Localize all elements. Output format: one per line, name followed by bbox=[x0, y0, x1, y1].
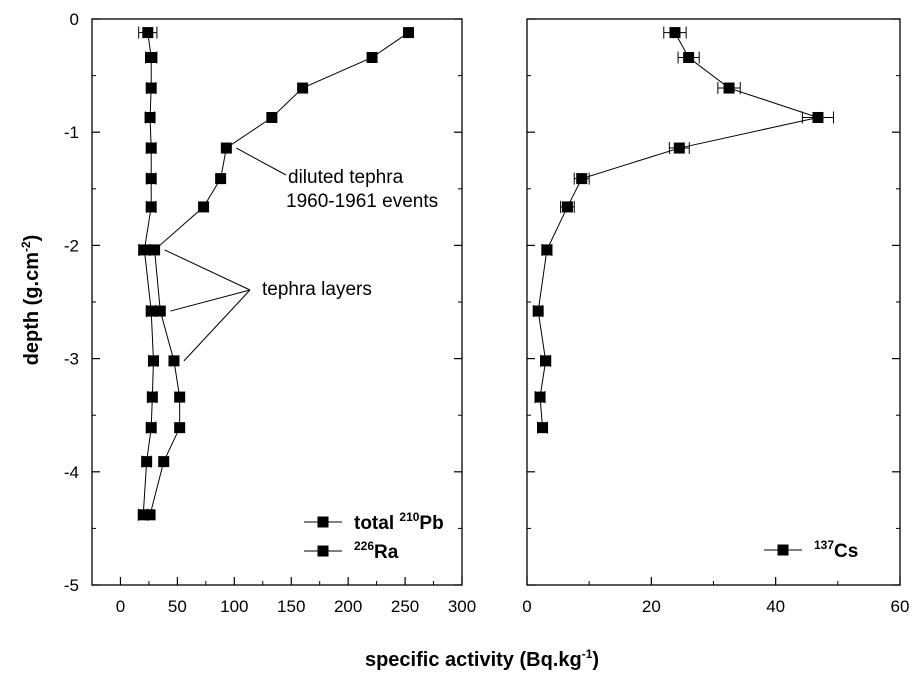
data-point bbox=[174, 391, 186, 403]
legend-marker bbox=[317, 545, 329, 557]
data-point bbox=[540, 355, 552, 367]
legend-marker bbox=[777, 544, 789, 556]
x-tick-label: 100 bbox=[220, 597, 248, 616]
data-point bbox=[576, 173, 588, 185]
data-point bbox=[145, 422, 157, 434]
data-point bbox=[669, 27, 681, 39]
x-tick-label: 50 bbox=[168, 597, 187, 616]
data-point bbox=[537, 422, 549, 434]
y-tick-label: 0 bbox=[70, 10, 79, 29]
annotation-leader bbox=[183, 289, 251, 362]
legend-marker bbox=[317, 516, 329, 528]
x-tick-label: 0 bbox=[522, 597, 531, 616]
annotation-text: 1960-1961 events bbox=[286, 191, 438, 212]
x-tick-label: 250 bbox=[391, 597, 419, 616]
data-point bbox=[366, 51, 378, 63]
data-point bbox=[145, 201, 157, 213]
data-point bbox=[534, 391, 546, 403]
data-point bbox=[145, 173, 157, 185]
y-tick-label: -3 bbox=[64, 350, 79, 369]
data-point bbox=[138, 244, 150, 256]
right-plot-frame bbox=[526, 18, 901, 586]
data-point bbox=[532, 305, 544, 317]
data-point bbox=[723, 82, 735, 94]
data-point bbox=[145, 82, 157, 94]
data-point bbox=[215, 173, 227, 185]
data-point bbox=[158, 456, 170, 468]
annotation-text: diluted tephra bbox=[288, 167, 404, 188]
x-tick-label: 40 bbox=[766, 597, 785, 616]
y-tick-label: -1 bbox=[64, 123, 79, 142]
data-point bbox=[145, 305, 157, 317]
data-point bbox=[147, 355, 159, 367]
data-point bbox=[220, 142, 232, 154]
x-tick-label: 200 bbox=[334, 597, 362, 616]
data-point bbox=[142, 27, 154, 39]
series-line bbox=[142, 32, 154, 515]
data-point bbox=[149, 244, 161, 256]
data-point bbox=[198, 201, 210, 213]
data-point bbox=[145, 51, 157, 63]
y-tick-label: -5 bbox=[64, 576, 79, 595]
data-point bbox=[146, 391, 158, 403]
x-axis-title: specific activity (Bq.kg-1) bbox=[365, 647, 599, 671]
data-point bbox=[168, 355, 180, 367]
y-axis-title: depth (g.cm-2) bbox=[19, 235, 43, 366]
legend-label: 137Cs bbox=[814, 538, 858, 562]
annotation-leader bbox=[164, 249, 251, 291]
data-point bbox=[402, 27, 414, 39]
y-tick-label: -2 bbox=[64, 236, 79, 255]
annotation-leader bbox=[170, 289, 251, 312]
data-point bbox=[141, 456, 153, 468]
annotation-text: tephra layers bbox=[262, 279, 372, 300]
x-tick-label: 60 bbox=[891, 597, 910, 616]
series-line bbox=[537, 32, 820, 428]
data-point bbox=[297, 82, 309, 94]
annotation-leader bbox=[236, 147, 287, 176]
x-tick-label: 150 bbox=[277, 597, 305, 616]
data-point bbox=[174, 422, 186, 434]
data-point bbox=[561, 201, 573, 213]
data-point bbox=[812, 111, 824, 123]
data-point bbox=[144, 509, 156, 521]
data-point bbox=[154, 305, 166, 317]
data-point bbox=[266, 111, 278, 123]
x-tick-label: 300 bbox=[448, 597, 476, 616]
y-tick-label: -4 bbox=[64, 463, 79, 482]
data-point bbox=[145, 142, 157, 154]
data-point bbox=[683, 51, 695, 63]
series-line bbox=[149, 32, 409, 515]
left-plot-frame bbox=[91, 18, 463, 586]
right-panel: 0 20 40 60 137Cs bbox=[522, 18, 910, 616]
data-point bbox=[541, 244, 553, 256]
x-tick-label: 20 bbox=[642, 597, 661, 616]
data-point bbox=[144, 111, 156, 123]
x-tick-label: 0 bbox=[116, 597, 125, 616]
data-point bbox=[673, 142, 685, 154]
data-point bbox=[137, 509, 149, 521]
left-panel: 0 50 100 150 200 250 300 0 -1 -2 -3 -4 -5 total 210Pb… bbox=[64, 10, 476, 616]
legend-label: 226Ra bbox=[354, 539, 399, 563]
legend-label: total 210Pb bbox=[354, 510, 444, 534]
